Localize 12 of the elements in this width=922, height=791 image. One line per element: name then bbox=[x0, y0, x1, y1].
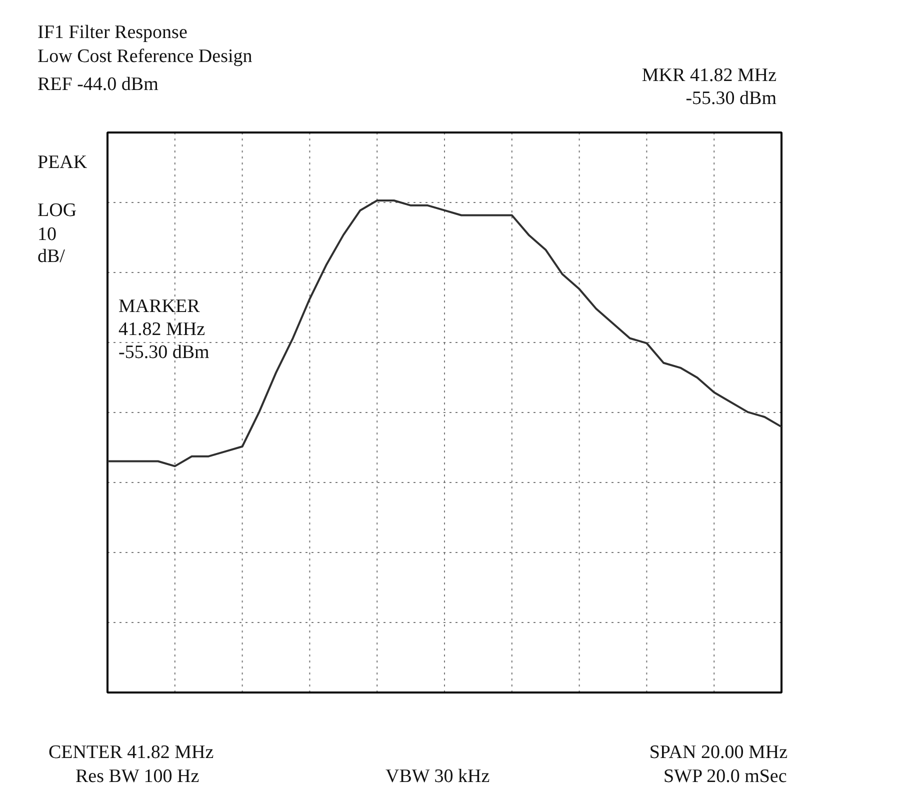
text: SWP 20.0 mSec bbox=[663, 766, 787, 787]
text: Res BW 100 Hz bbox=[76, 766, 200, 787]
text: REF -44.0 dBm bbox=[38, 74, 159, 95]
chart-subtitle: Low Cost Reference Design bbox=[38, 46, 253, 67]
chart-title: IF1 Filter Response bbox=[38, 22, 188, 43]
text: LOG 10 dB/ bbox=[38, 200, 77, 267]
text: SPAN 20.00 MHz bbox=[649, 742, 788, 763]
text: MKR 41.82 MHz -55.30 dBm bbox=[642, 65, 777, 109]
text: CENTER 41.82 MHz bbox=[48, 742, 214, 763]
text: VBW 30 kHz bbox=[386, 766, 490, 787]
text: PEAK bbox=[38, 152, 88, 173]
annotation: MARKER 41.82 MHz -55.30 dBm bbox=[118, 296, 210, 363]
